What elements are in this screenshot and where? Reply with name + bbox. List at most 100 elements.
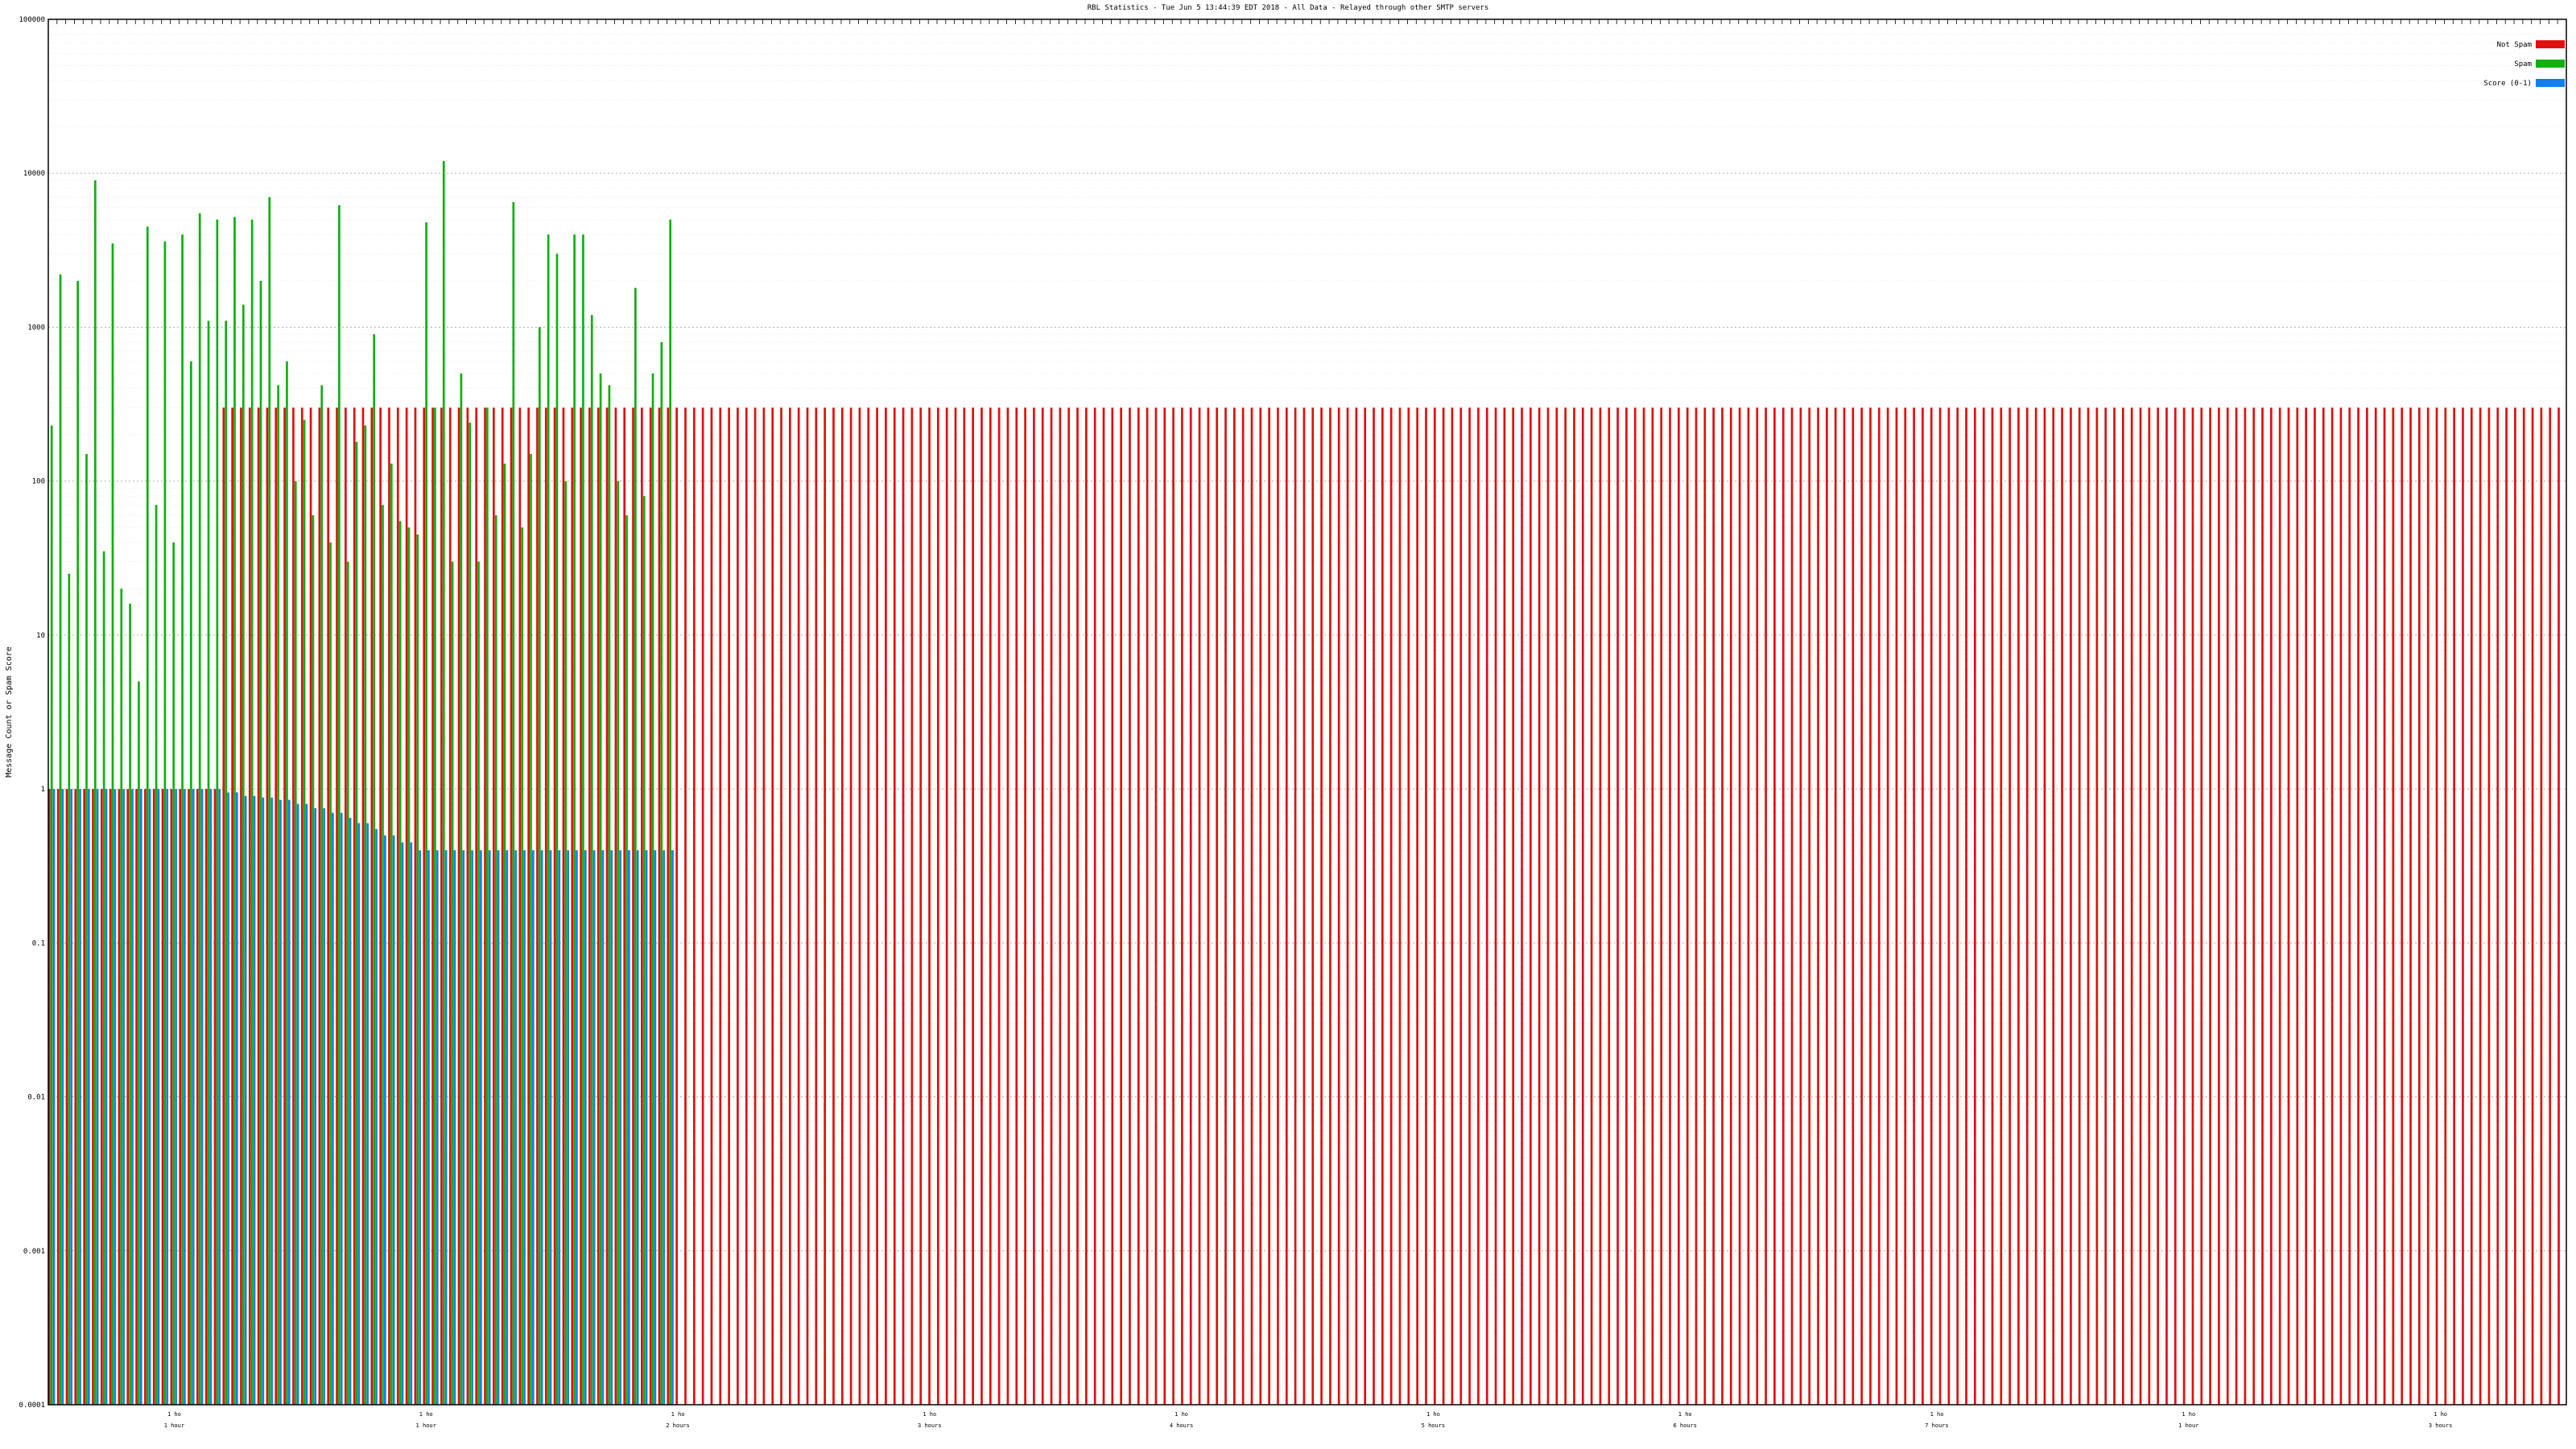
bar-1 — [198, 213, 201, 1406]
bar-0 — [484, 407, 486, 1406]
bar-0 — [2357, 407, 2359, 1406]
bar-0 — [65, 789, 68, 1405]
bar-0 — [1277, 407, 1279, 1406]
bar-0 — [1181, 407, 1183, 1406]
bar-2 — [567, 850, 569, 1405]
y-tick-label: 100000 — [19, 16, 45, 24]
bar-0 — [1860, 407, 1863, 1406]
bar-0 — [1485, 407, 1488, 1406]
bar-0 — [2270, 407, 2273, 1406]
bar-0 — [2017, 407, 2020, 1406]
bar-0 — [1503, 407, 1506, 1406]
bar-1 — [407, 527, 411, 1406]
bar-0 — [1407, 407, 1410, 1406]
y-tick-label: 0.0001 — [19, 1402, 45, 1410]
x-category-label: 1 ho — [1930, 1411, 1944, 1418]
legend-label: Score (0-1) — [2483, 80, 2532, 88]
bar-2 — [619, 850, 621, 1405]
bar-0 — [1146, 407, 1149, 1406]
bar-0 — [1538, 407, 1541, 1406]
bar-0 — [1599, 407, 1602, 1406]
bar-1 — [329, 542, 332, 1405]
bar-1 — [521, 527, 524, 1406]
bar-0 — [56, 789, 60, 1405]
bar-0 — [318, 407, 321, 1406]
bar-1 — [634, 287, 637, 1406]
bar-0 — [536, 407, 539, 1406]
bar-1 — [50, 425, 53, 1405]
bar-2 — [488, 850, 491, 1405]
bar-2 — [349, 817, 352, 1405]
bar-0 — [2235, 407, 2238, 1406]
bar-0 — [753, 407, 757, 1406]
bar-0 — [1076, 407, 1079, 1406]
bar-0 — [1294, 407, 1297, 1406]
bar-1 — [547, 234, 550, 1406]
bar-2 — [296, 803, 299, 1405]
bar-0 — [1241, 407, 1245, 1406]
bar-0 — [2157, 407, 2159, 1406]
bar-1 — [573, 234, 576, 1406]
bar-2 — [601, 850, 605, 1405]
x-category-label: 1 ho — [1174, 1411, 1188, 1418]
bar-2 — [184, 789, 186, 1405]
bar-0 — [2287, 407, 2290, 1406]
bar-0 — [1102, 407, 1105, 1406]
bar-0 — [2540, 407, 2543, 1406]
bar-0 — [1817, 407, 1819, 1406]
bar-2 — [506, 850, 509, 1405]
x-group-label: 2 hours — [666, 1422, 690, 1429]
x-group-label: 3 hours — [918, 1422, 942, 1429]
bar-0 — [824, 407, 826, 1406]
bar-1 — [355, 441, 358, 1405]
x-category-label: 1 ho — [1426, 1411, 1440, 1418]
bar-0 — [972, 407, 974, 1406]
bar-0 — [1494, 407, 1497, 1406]
bar-0 — [1703, 407, 1707, 1406]
bar-0 — [1320, 407, 1323, 1406]
bar-2 — [427, 850, 430, 1405]
bar-2 — [131, 789, 134, 1405]
bar-0 — [544, 407, 547, 1406]
bar-0 — [518, 407, 522, 1406]
bar-1 — [512, 201, 515, 1406]
bar-0 — [248, 407, 251, 1406]
bar-0 — [1546, 407, 1550, 1406]
bar-0 — [466, 407, 469, 1406]
bar-0 — [2314, 407, 2316, 1406]
bar-1 — [477, 561, 480, 1405]
bar-1 — [93, 180, 97, 1406]
bar-2 — [671, 850, 674, 1405]
bar-0 — [789, 407, 791, 1406]
bar-0 — [1869, 407, 1872, 1406]
bar-0 — [1154, 407, 1158, 1406]
bar-0 — [954, 407, 957, 1406]
bar-0 — [361, 407, 365, 1406]
bar-0 — [231, 407, 233, 1406]
bar-1 — [172, 542, 175, 1405]
bar-2 — [523, 850, 526, 1405]
bar-0 — [1590, 407, 1593, 1406]
bar-0 — [1129, 407, 1131, 1406]
bar-1 — [608, 385, 611, 1405]
bar-0 — [2130, 407, 2133, 1406]
y-axis-label: Message Count or Spam Score — [5, 646, 14, 778]
bar-0 — [440, 407, 443, 1406]
bar-0 — [597, 407, 600, 1406]
bar-0 — [2113, 407, 2116, 1406]
bar-1 — [530, 453, 532, 1405]
bar-0 — [170, 789, 173, 1405]
bar-2 — [480, 850, 482, 1405]
bar-0 — [188, 789, 190, 1405]
bar-0 — [1302, 407, 1306, 1406]
bar-2 — [218, 789, 221, 1405]
bar-2 — [332, 812, 334, 1405]
bar-0 — [1050, 407, 1053, 1406]
bar-0 — [1738, 407, 1741, 1406]
bar-2 — [227, 792, 229, 1405]
bar-0 — [667, 407, 670, 1406]
bar-1 — [163, 242, 167, 1406]
bar-0 — [457, 407, 460, 1406]
bar-0 — [379, 407, 382, 1406]
